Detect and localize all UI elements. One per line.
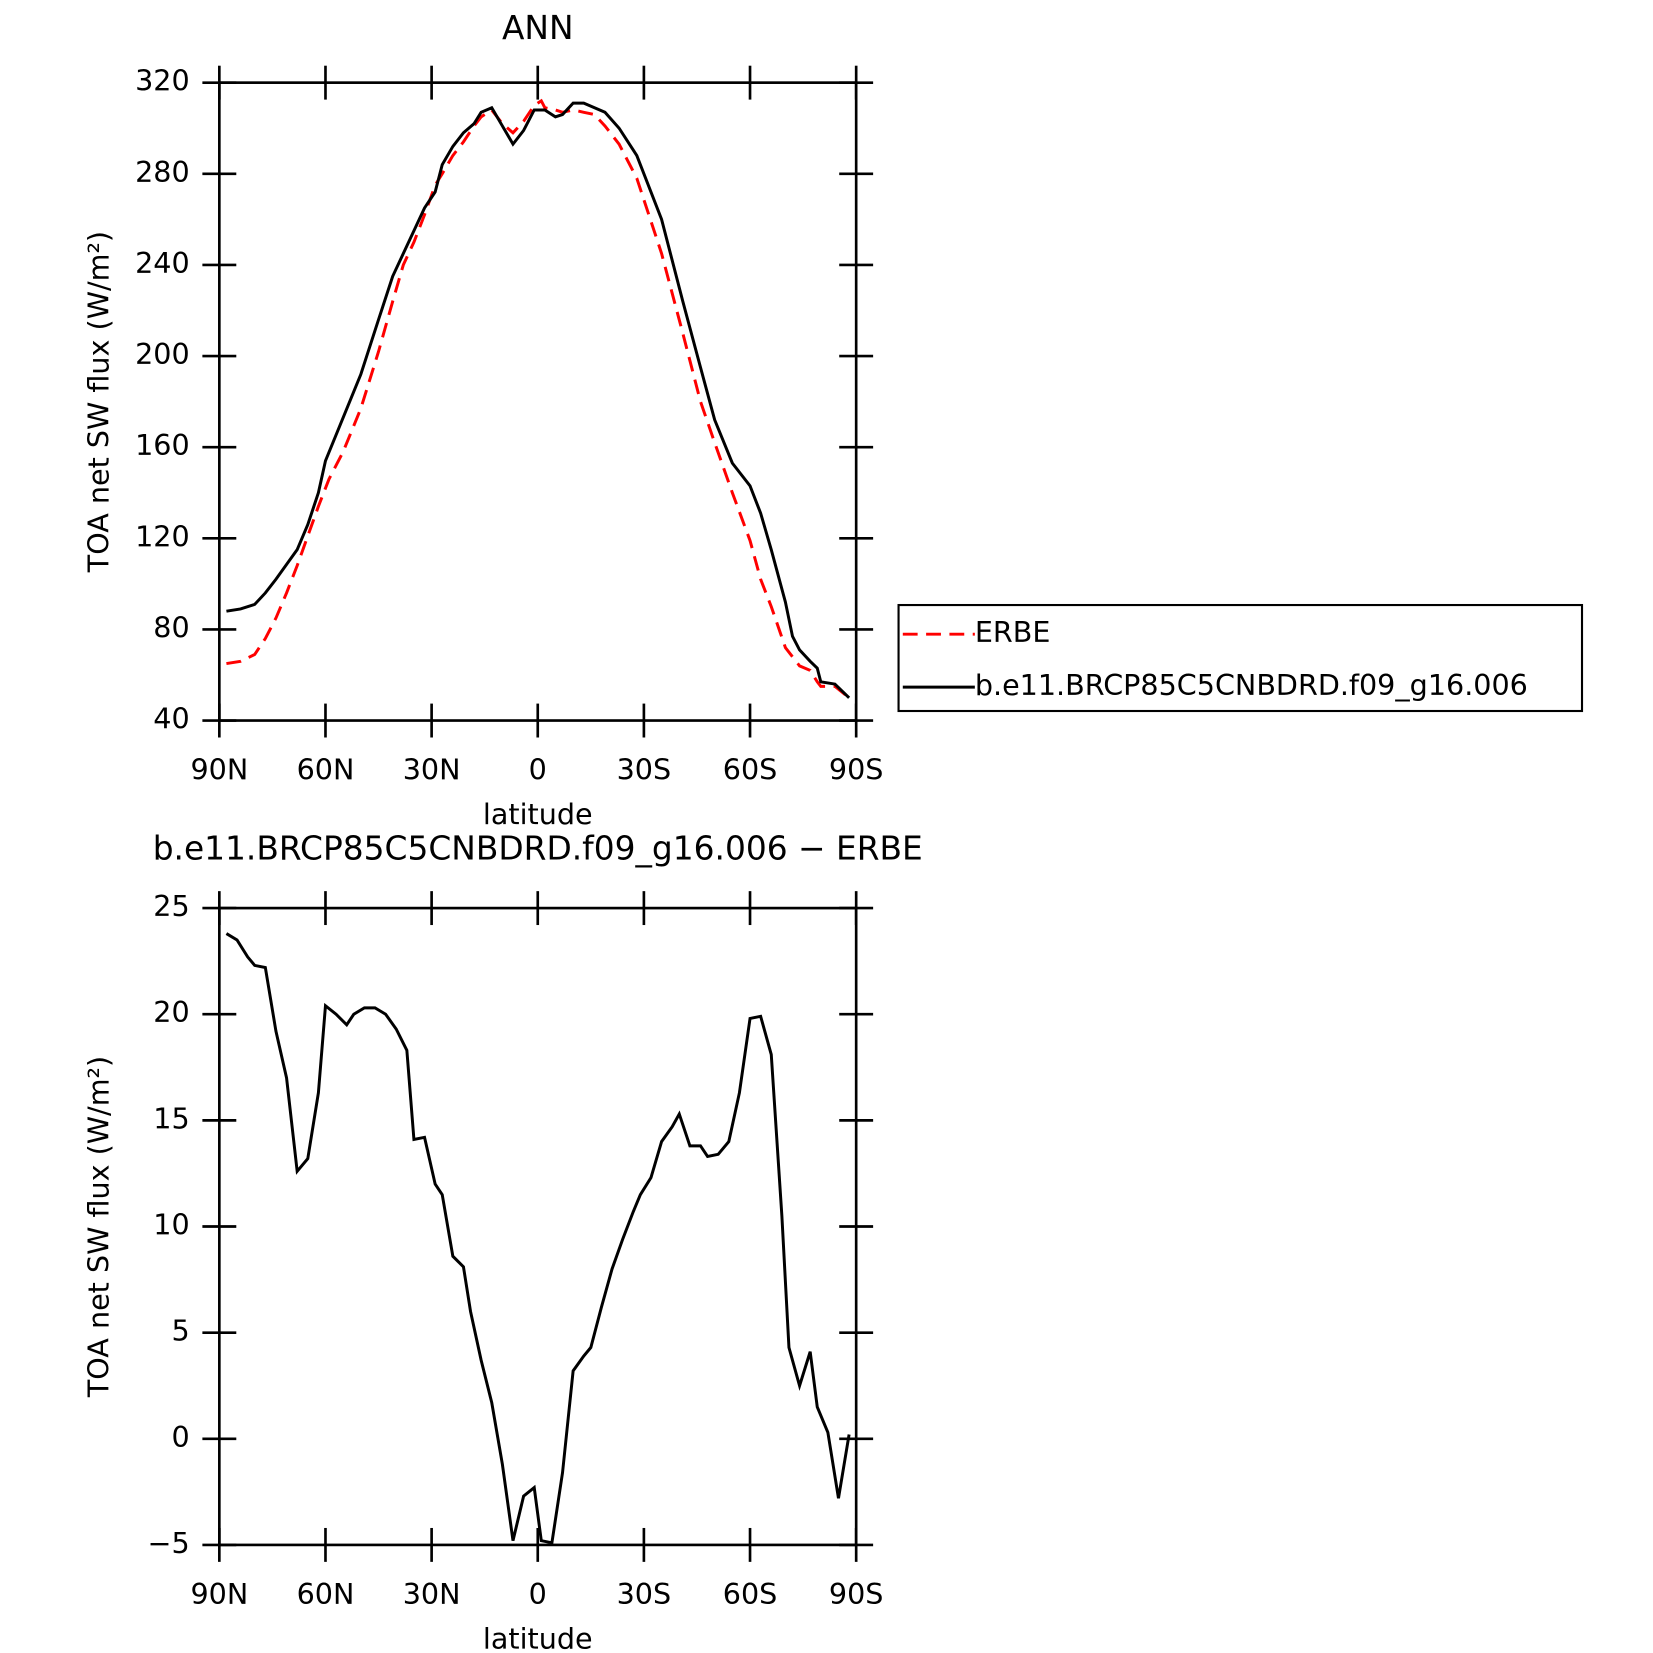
y-tick-label: 20 xyxy=(153,995,189,1029)
x-tick-label: 30S xyxy=(617,752,672,786)
x-tick-label: 90S xyxy=(829,1577,884,1611)
x-axis-label: latitude xyxy=(483,1621,593,1653)
y-tick-label: 120 xyxy=(135,519,190,553)
y-tick-label: 10 xyxy=(153,1208,189,1242)
y-tick-label: 0 xyxy=(171,1420,189,1454)
chart-title: b.e11.BRCP85C5CNBDRD.f09_g16.006 − ERBE xyxy=(153,829,923,867)
data-line xyxy=(226,101,851,699)
x-tick-label: 0 xyxy=(529,1577,547,1611)
x-axis-label: latitude xyxy=(483,797,593,831)
legend-label: b.e11.BRCP85C5CNBDRD.f09_g16.006 xyxy=(975,668,1528,702)
x-tick-label: 60N xyxy=(297,752,355,786)
y-tick-label: −5 xyxy=(148,1526,190,1560)
plot-frame xyxy=(218,906,858,1547)
y-tick-label: 15 xyxy=(153,1101,189,1135)
y-axis-label: TOA net SW flux (W/m²) xyxy=(82,231,116,573)
y-tick-label: 40 xyxy=(153,702,189,736)
y-tick-label: 25 xyxy=(153,889,189,923)
plot-frame xyxy=(218,81,858,722)
x-tick-label: 90N xyxy=(190,752,248,786)
y-tick-label: 200 xyxy=(135,337,190,371)
y-tick-label: 80 xyxy=(153,610,189,644)
data-line xyxy=(226,98,851,699)
x-tick-label: 60N xyxy=(297,1577,355,1611)
x-tick-label: 90S xyxy=(829,752,884,786)
y-tick-label: 160 xyxy=(135,428,190,462)
legend-box xyxy=(897,603,1584,713)
y-axis-label: TOA net SW flux (W/m²) xyxy=(82,1056,116,1398)
y-tick-label: 280 xyxy=(135,155,190,189)
y-tick-label: 5 xyxy=(171,1314,189,1348)
x-tick-label: 60S xyxy=(723,752,778,786)
y-tick-label: 320 xyxy=(135,64,190,98)
x-tick-label: 30S xyxy=(617,1577,672,1611)
x-tick-label: 0 xyxy=(529,752,547,786)
x-tick-label: 90N xyxy=(190,1577,248,1611)
x-tick-label: 60S xyxy=(723,1577,778,1611)
y-tick-label: 240 xyxy=(135,246,190,280)
x-tick-label: 30N xyxy=(403,752,461,786)
legend-label: ERBE xyxy=(975,615,1051,649)
x-tick-label: 30N xyxy=(403,1577,461,1611)
data-line xyxy=(225,932,851,1545)
chart-title: ANN xyxy=(502,9,574,47)
